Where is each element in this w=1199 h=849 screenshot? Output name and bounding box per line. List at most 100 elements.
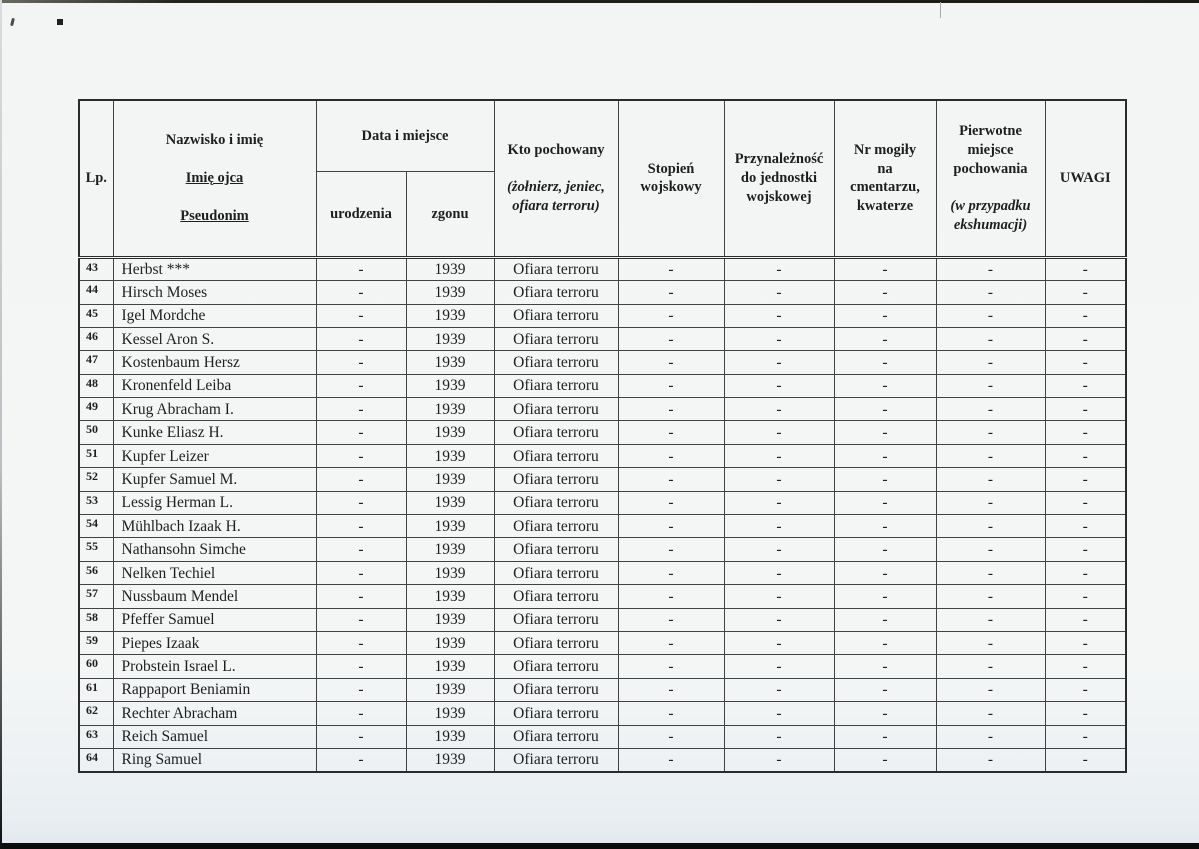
cell-original: - [935, 490, 1046, 516]
cell-name: Piepes Izaak [112, 630, 317, 656]
cell-grave: - [833, 560, 937, 586]
scan-edge-top [0, 0, 1199, 3]
cell-grave: - [833, 607, 937, 633]
table-row: 57 Nussbaum Mendel -1939 Ofiara terroru - - - -… [78, 584, 1127, 609]
cell-remarks: - [1044, 677, 1127, 703]
cell-rank: - [617, 584, 725, 609]
cell-grave: - [833, 256, 937, 282]
cell-name: Pfeffer Samuel [112, 607, 317, 633]
cell-unit: - [723, 701, 835, 726]
cell-birth: - [315, 514, 407, 539]
cell-unit: - [723, 443, 835, 469]
cell-death: 1939 [405, 280, 495, 305]
cell-grave: - [833, 724, 937, 749]
cell-lp: 63 [78, 724, 114, 749]
header-original-place-sub: (w przypadku ekshumacji) [950, 198, 1031, 234]
cell-unit: - [723, 373, 835, 399]
cell-grave: - [833, 701, 937, 726]
cell-grave: - [833, 326, 937, 352]
cell-who: Ofiara terroru [493, 350, 619, 375]
cell-birth: - [315, 747, 407, 773]
cell-birth: - [315, 724, 407, 749]
cell-name: Rechter Abracham [112, 701, 317, 726]
cell-unit: - [723, 560, 835, 586]
cell-original: - [935, 630, 1046, 656]
cell-remarks: - [1044, 397, 1127, 422]
cell-original: - [935, 326, 1046, 352]
cell-birth: - [315, 701, 407, 726]
table-row: 46 Kessel Aron S. -1939 Ofiara terroru - - - - - [78, 326, 1127, 352]
cell-name: Lessig Herman L. [112, 490, 317, 516]
table-row: 58 Pfeffer Samuel -1939 Ofiara terroru - - - - - [78, 607, 1127, 633]
cell-grave: - [833, 630, 937, 656]
cell-lp: 44 [78, 280, 114, 305]
cell-original: - [935, 443, 1046, 469]
cell-remarks: - [1044, 303, 1127, 328]
table-row: 54 Mühlbach Izaak H. -1939 Ofiara terroru - -… [78, 514, 1127, 539]
col-header-birth-date: urodzenia [315, 171, 407, 259]
cell-who: Ofiara terroru [493, 280, 619, 305]
cell-unit: - [723, 350, 835, 375]
burial-records-table: Lp. Nazwisko i imię Imię ojca Pseudonim … [78, 99, 1127, 773]
cell-lp: 46 [78, 326, 114, 352]
cell-birth: - [315, 397, 407, 422]
cell-death: 1939 [405, 490, 495, 516]
cell-name: Kupfer Leizer [112, 443, 317, 469]
cell-name: Kessel Aron S. [112, 326, 317, 352]
cell-lp: 60 [78, 654, 114, 679]
col-header-death-date: zgonu [405, 171, 495, 259]
cell-death: 1939 [405, 560, 495, 586]
cell-original: - [935, 654, 1046, 679]
table-row: 50 Kunke Eliasz H. -1939 Ofiara terroru - - - -… [78, 420, 1127, 445]
cell-name: Probstein Israel L. [112, 654, 317, 679]
cell-name: Herbst *** [112, 256, 317, 282]
cell-rank: - [617, 443, 725, 469]
cell-rank: - [617, 654, 725, 679]
cell-name: Kostenbaum Hersz [112, 350, 317, 375]
cell-who: Ofiara terroru [493, 397, 619, 422]
cell-birth: - [315, 256, 407, 282]
cell-who: Ofiara terroru [493, 654, 619, 679]
cell-remarks: - [1044, 724, 1127, 749]
cell-unit: - [723, 630, 835, 656]
header-father-name: Imię ojca [185, 169, 244, 186]
cell-rank: - [617, 420, 725, 445]
cell-who: Ofiara terroru [493, 420, 619, 445]
cell-birth: - [315, 677, 407, 703]
cell-name: Ring Samuel [112, 747, 317, 773]
cell-who: Ofiara terroru [493, 256, 619, 282]
scan-edge-bottom [0, 843, 1199, 849]
cell-remarks: - [1044, 350, 1127, 375]
cell-original: - [935, 350, 1046, 375]
cell-remarks: - [1044, 420, 1127, 445]
col-header-remarks: UWAGI [1044, 99, 1127, 259]
scan-dot-icon [57, 19, 63, 25]
cell-remarks: - [1044, 747, 1127, 773]
cell-name: Kupfer Samuel M. [112, 467, 317, 492]
table-row: 43 Herbst *** -1939 Ofiara terroru - - - - - [78, 256, 1127, 282]
cell-lp: 47 [78, 350, 114, 375]
table-row: 53 Lessig Herman L. -1939 Ofiara terroru - - -… [78, 490, 1127, 516]
cell-rank: - [617, 373, 725, 399]
cell-birth: - [315, 654, 407, 679]
cell-birth: - [315, 537, 407, 562]
cell-unit: - [723, 326, 835, 352]
cell-who: Ofiara terroru [493, 560, 619, 586]
cell-unit: - [723, 677, 835, 703]
cell-who: Ofiara terroru [493, 467, 619, 492]
cell-rank: - [617, 630, 725, 656]
cell-unit: - [723, 724, 835, 749]
col-header-date-place: Data i miejsce [315, 99, 495, 173]
cell-who: Ofiara terroru [493, 537, 619, 562]
cell-death: 1939 [405, 256, 495, 282]
scan-edge-left [0, 0, 2, 849]
cell-name: Hirsch Moses [112, 280, 317, 305]
cell-rank: - [617, 607, 725, 633]
cell-lp: 53 [78, 490, 114, 516]
cell-rank: - [617, 747, 725, 773]
cell-birth: - [315, 607, 407, 633]
cell-rank: - [617, 490, 725, 516]
cell-original: - [935, 397, 1046, 422]
cell-name: Nelken Techiel [112, 560, 317, 586]
table-row: 60 Probstein Israel L. -1939 Ofiara terroru… [78, 654, 1127, 679]
